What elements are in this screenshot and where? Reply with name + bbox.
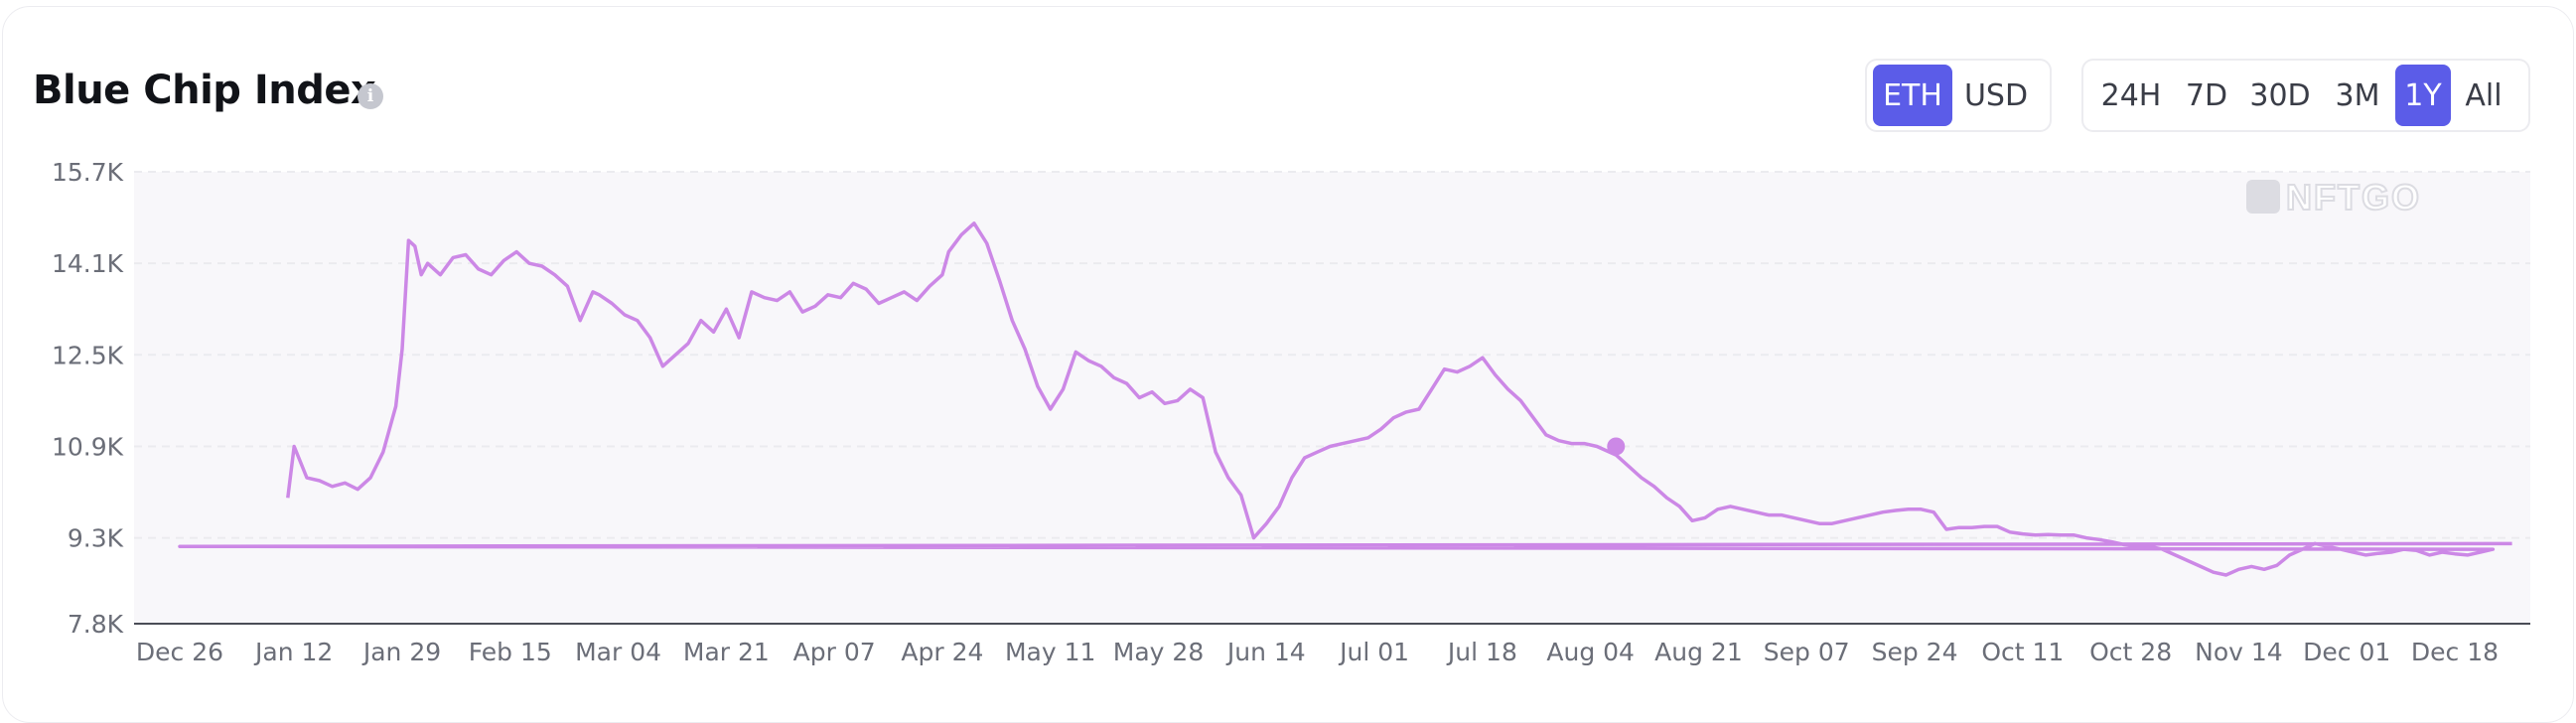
x-tick-label: Apr 07: [793, 638, 876, 666]
x-tick-label: Jun 14: [1225, 638, 1306, 666]
x-tick-label: Dec 18: [2411, 638, 2499, 666]
series-line: [178, 221, 2512, 577]
x-tick-label: Aug 21: [1654, 638, 1743, 666]
info-icon[interactable]: i: [358, 83, 383, 109]
y-tick-label: 9.3K: [68, 524, 124, 553]
x-tick-label: May 28: [1113, 638, 1204, 666]
unit-eth-button[interactable]: ETH: [1873, 65, 1952, 126]
index-line-chart: NFTGO 7.8K 9.3K 10.9K 12.5K 14.1K 15.7K Dec 2…: [52, 158, 2530, 666]
x-tick-label: Oct 11: [1981, 638, 2064, 666]
x-tick-label: Mar 04: [575, 638, 661, 666]
range-3m-button[interactable]: 3M: [2335, 77, 2380, 113]
x-tick-label: Jul 01: [1338, 638, 1409, 666]
range-24h-button[interactable]: 24H: [2100, 77, 2162, 113]
plot-area: [134, 172, 2530, 624]
currency-toggle: ETH USD: [1865, 59, 2052, 132]
watermark-text: NFTGO: [2286, 177, 2421, 217]
x-tick-label: Apr 24: [901, 638, 983, 666]
x-tick-label: Jul 18: [1446, 638, 1517, 666]
hover-point[interactable]: [1607, 437, 1626, 456]
y-tick-label: 7.8K: [68, 610, 124, 639]
y-tick-label: 10.9K: [52, 432, 124, 461]
x-tick-label: Nov 14: [2195, 638, 2283, 666]
nftgo-watermark: NFTGO: [2246, 176, 2421, 218]
x-tick-label: Feb 15: [469, 638, 552, 666]
x-tick-label: Jan 29: [361, 638, 441, 666]
x-tick-label: Mar 21: [683, 638, 770, 666]
page-title: Blue Chip Index: [33, 68, 376, 113]
y-tick-label: 14.1K: [52, 249, 124, 278]
x-tick-label: Jan 12: [253, 638, 333, 666]
x-axis: Dec 26 Jan 12 Jan 29 Feb 15 Mar 04 Mar 21 Apr …: [136, 638, 2499, 666]
range-all-button[interactable]: All: [2465, 77, 2503, 113]
y-tick-label: 12.5K: [52, 341, 124, 369]
y-axis: 7.8K 9.3K 10.9K 12.5K 14.1K 15.7K: [52, 158, 124, 639]
x-tick-label: Dec 26: [136, 638, 223, 666]
time-range-selector: 24H 7D 30D 3M 1Y All: [2081, 59, 2530, 132]
unit-usd-button[interactable]: USD: [1963, 77, 2029, 113]
x-tick-label: Oct 28: [2089, 638, 2172, 666]
x-tick-label: Sep 24: [1872, 638, 1958, 666]
x-tick-label: Dec 01: [2303, 638, 2390, 666]
range-7d-button[interactable]: 7D: [2185, 77, 2228, 113]
y-tick-label: 15.7K: [52, 158, 124, 187]
range-30d-button[interactable]: 30D: [2249, 77, 2311, 113]
x-tick-label: Sep 07: [1764, 638, 1850, 666]
range-1y-button[interactable]: 1Y: [2395, 65, 2451, 126]
x-tick-label: May 11: [1005, 638, 1095, 666]
series-layer: [178, 221, 2512, 577]
x-tick-label: Aug 04: [1546, 638, 1635, 666]
